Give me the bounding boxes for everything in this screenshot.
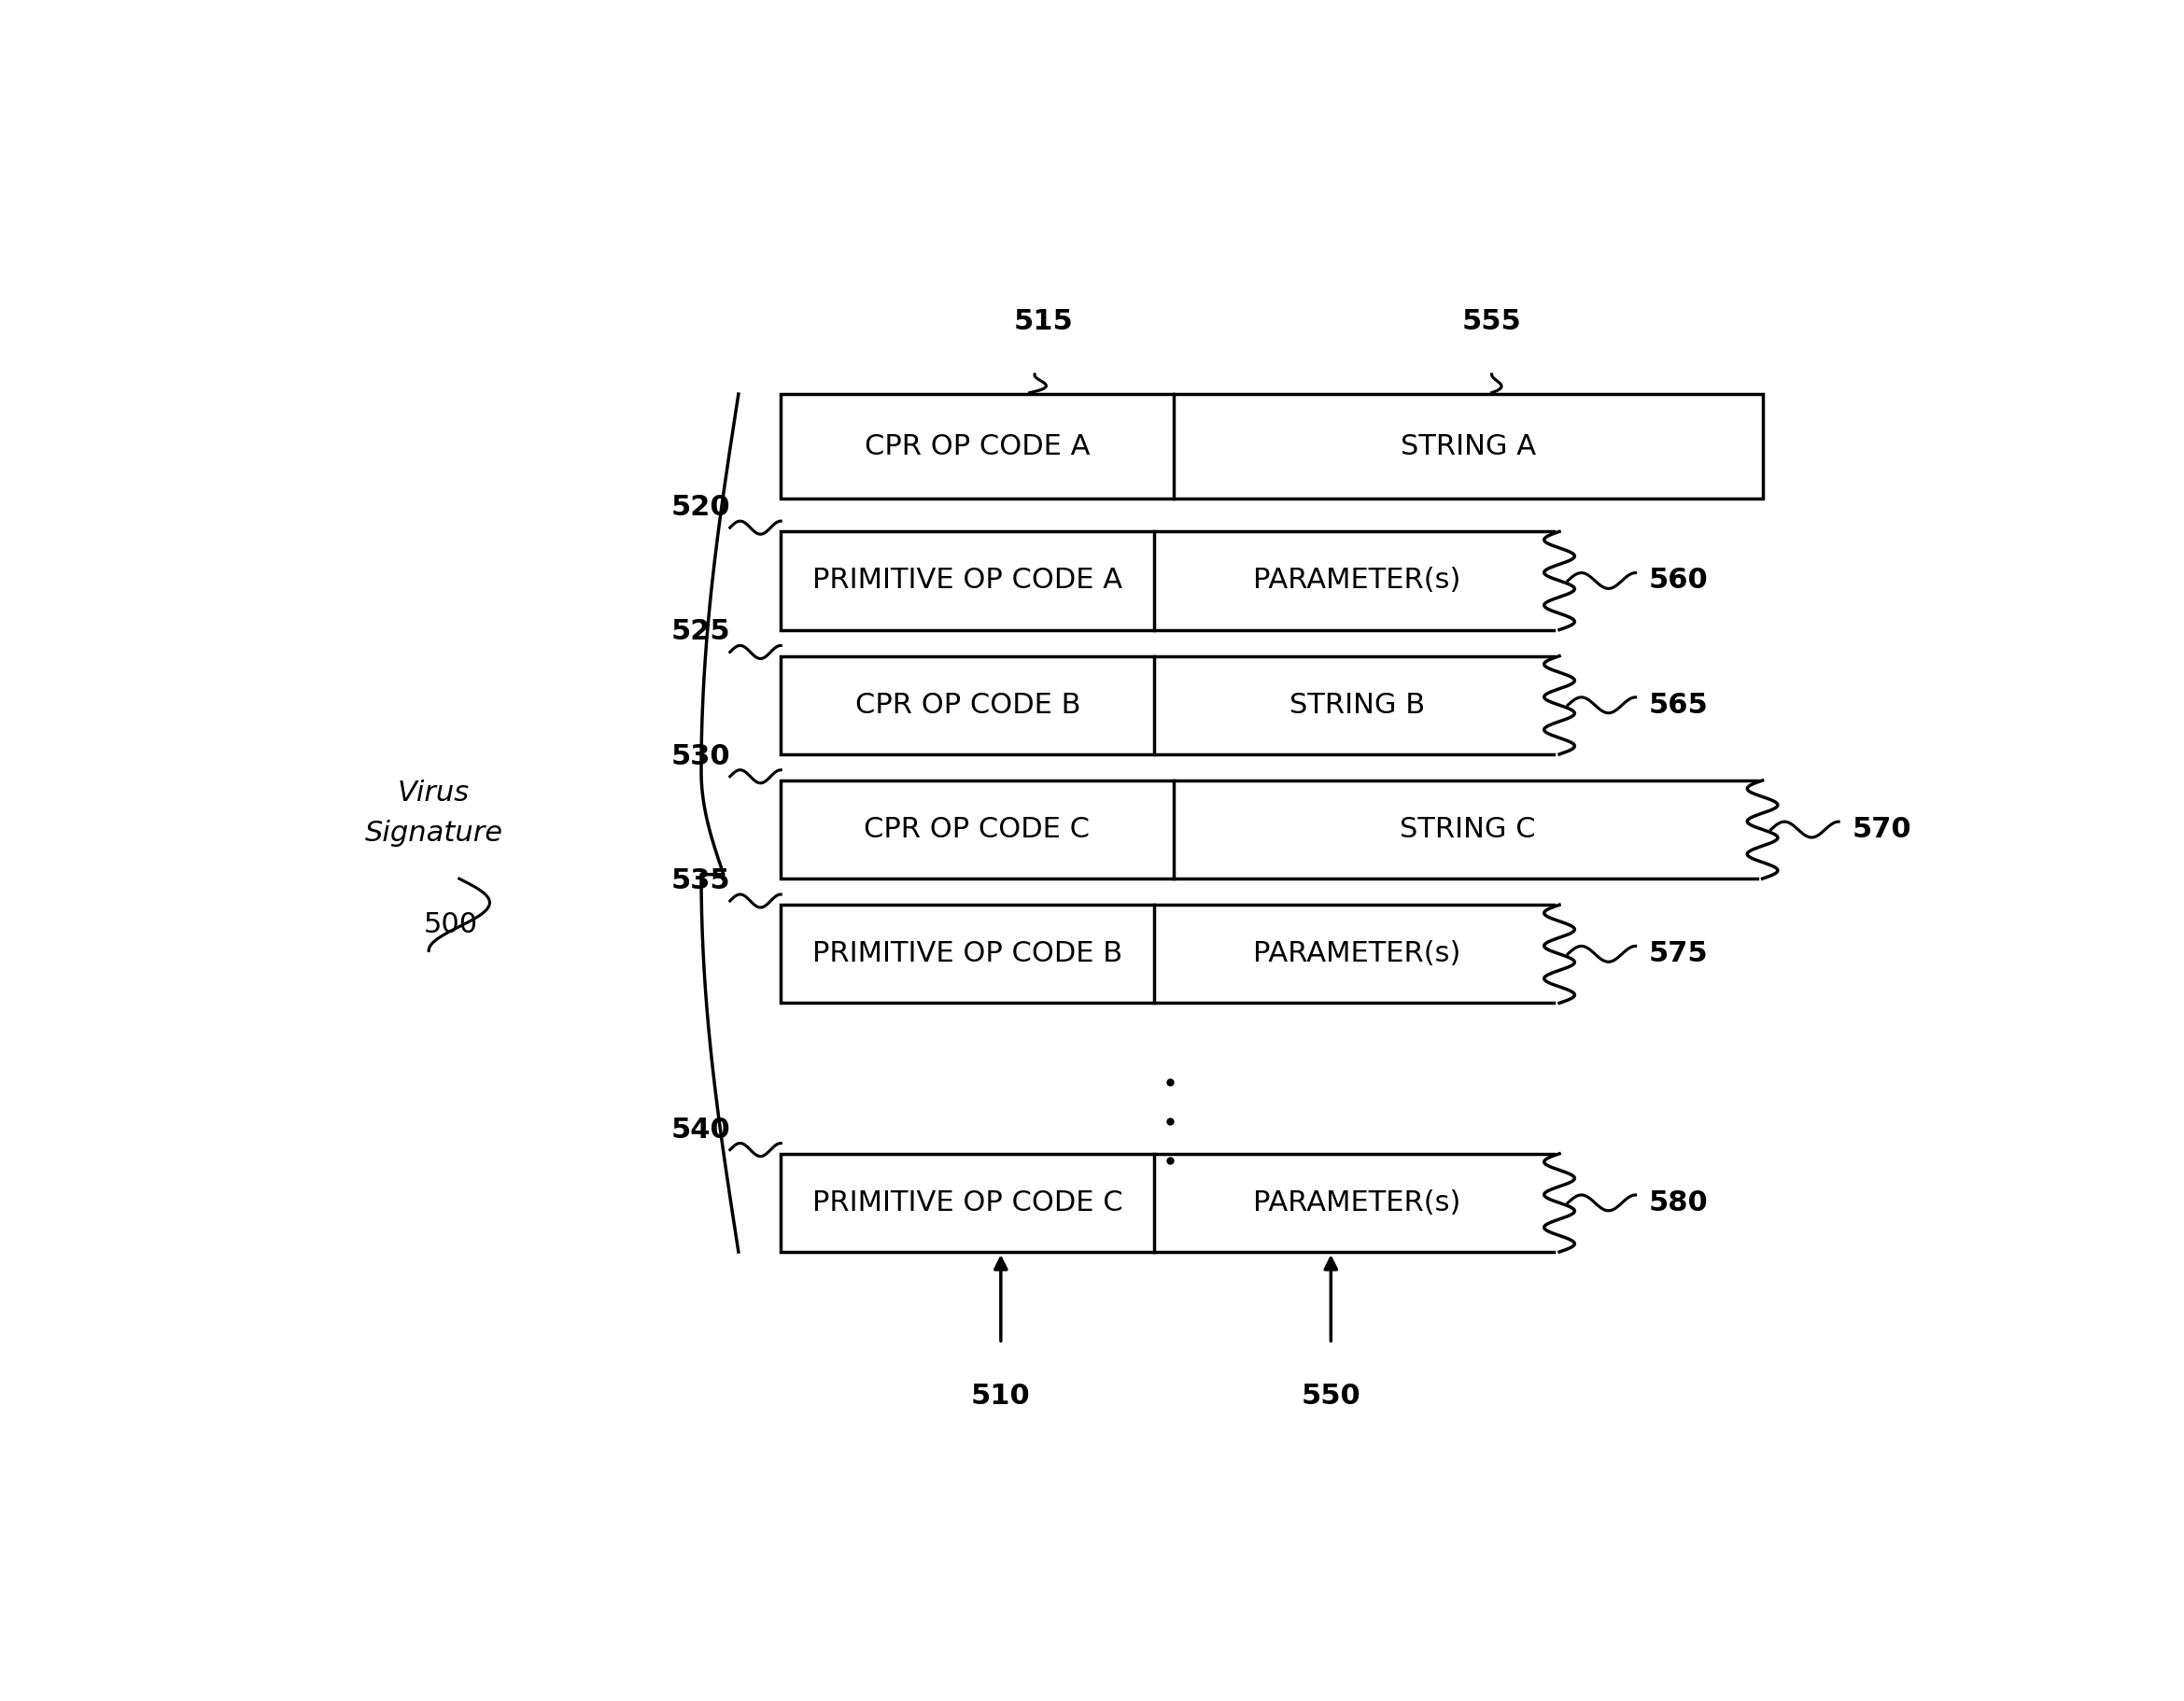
Bar xyxy=(782,1153,1559,1252)
Text: 565: 565 xyxy=(1649,692,1708,718)
Text: CPR OP CODE A: CPR OP CODE A xyxy=(865,432,1090,459)
Text: CPR OP CODE B: CPR OP CODE B xyxy=(854,692,1081,718)
Text: 525: 525 xyxy=(670,619,729,645)
Bar xyxy=(782,781,1762,879)
Text: 530: 530 xyxy=(670,743,729,771)
Bar xyxy=(782,395,1762,498)
Text: 535: 535 xyxy=(670,868,729,895)
Text: 560: 560 xyxy=(1649,566,1708,594)
Text: PRIMITIVE OP CODE B: PRIMITIVE OP CODE B xyxy=(812,941,1123,968)
Text: 570: 570 xyxy=(1852,816,1911,844)
Text: Signature: Signature xyxy=(365,820,502,847)
Bar xyxy=(782,532,1559,629)
Text: 575: 575 xyxy=(1649,941,1708,968)
Text: 540: 540 xyxy=(670,1116,729,1143)
Text: PARAMETER(s): PARAMETER(s) xyxy=(1254,566,1461,594)
Text: PRIMITIVE OP CODE C: PRIMITIVE OP CODE C xyxy=(812,1189,1123,1216)
Text: 500: 500 xyxy=(424,912,478,937)
Bar xyxy=(782,905,1559,1004)
Text: STRING C: STRING C xyxy=(1400,816,1535,844)
Text: PARAMETER(s): PARAMETER(s) xyxy=(1254,941,1461,968)
Text: Virus: Virus xyxy=(397,781,470,806)
Text: 515: 515 xyxy=(1013,308,1072,335)
Text: CPR OP CODE C: CPR OP CODE C xyxy=(865,816,1090,844)
Text: 510: 510 xyxy=(972,1383,1031,1410)
Text: 520: 520 xyxy=(670,493,729,521)
Text: STRING A: STRING A xyxy=(1400,432,1535,459)
Text: PARAMETER(s): PARAMETER(s) xyxy=(1254,1189,1461,1216)
Text: PRIMITIVE OP CODE A: PRIMITIVE OP CODE A xyxy=(812,566,1123,594)
Text: 555: 555 xyxy=(1461,308,1522,335)
Bar xyxy=(782,657,1559,754)
Text: 550: 550 xyxy=(1302,1383,1361,1410)
Text: 580: 580 xyxy=(1649,1189,1708,1216)
Text: STRING B: STRING B xyxy=(1289,692,1424,718)
